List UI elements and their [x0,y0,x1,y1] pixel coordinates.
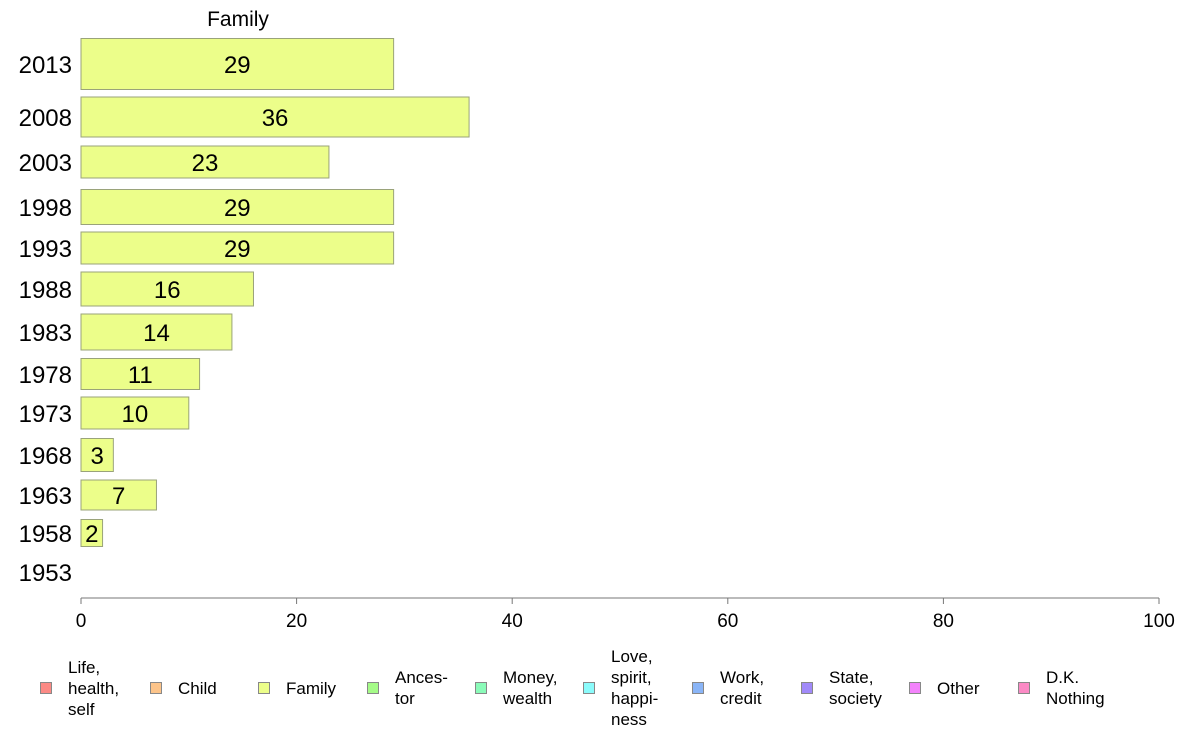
x-tick-label: 0 [76,611,87,632]
category-label: 1953 [19,560,72,587]
legend-item: Family [258,640,336,736]
category-label: 2013 [19,52,72,79]
legend-item: Ances- tor [367,640,448,736]
data-label: 16 [154,277,181,304]
bar [80,189,395,225]
legend-label: Work, credit [720,668,765,708]
legend-label: Family [286,678,337,698]
data-label: 2 [85,521,98,548]
legend-swatch [801,682,813,694]
bar [80,271,254,307]
legend-item: Work, credit [692,640,764,736]
legend-swatch [40,682,52,694]
x-tick-label: 20 [286,611,307,632]
category-label: 2008 [19,105,72,132]
bar [80,519,104,547]
legend: Life, health, self Child Family Ances- tor M… [0,640,1188,736]
legend-label: Money, wealth [503,668,558,708]
data-label: 29 [224,236,251,263]
legend-swatch [258,682,270,694]
bar [80,479,157,511]
x-tick-label: 60 [717,611,738,632]
bar [80,358,201,390]
legend-item: D.K. Nothing [1018,640,1105,736]
legend-swatch [150,682,162,694]
data-label: 29 [224,52,251,79]
data-label: 7 [112,483,125,510]
bar [80,313,233,351]
category-label: 1993 [19,236,72,263]
category-label: 1958 [19,521,72,548]
legend-item: Life, health, self [40,640,119,736]
category-label: 1988 [19,277,72,304]
x-tick-label: 80 [933,611,954,632]
legend-label: Child [178,678,217,698]
data-label: 29 [224,195,251,222]
data-label: 3 [90,443,103,470]
legend-item: Other [909,640,980,736]
legend-swatch [367,682,379,694]
data-label: 10 [122,401,149,428]
legend-item: Money, wealth [475,640,558,736]
bar [80,145,330,179]
category-label: 1968 [19,443,72,470]
data-label: 14 [143,320,170,347]
legend-label: Other [937,678,980,698]
legend-swatch [909,682,921,694]
x-tick-label: 40 [502,611,523,632]
category-label: 1998 [19,195,72,222]
legend-item: State, society [801,640,882,736]
x-tick-label: 100 [1143,611,1175,632]
legend-swatch [475,682,487,694]
legend-swatch [692,682,704,694]
legend-item: Child [150,640,217,736]
legend-swatch [583,682,595,694]
legend-label: Life, health, self [68,657,120,719]
data-label: 11 [128,362,153,389]
legend-item: Love, spirit, happi- ness [583,640,658,736]
bar [80,231,395,265]
legend-swatch [1018,682,1030,694]
category-label: 1983 [19,320,72,347]
category-label: 1973 [19,401,72,428]
bar [80,396,190,430]
legend-label: Love, spirit, happi- ness [611,647,659,729]
data-label: 23 [192,150,219,177]
bar [80,96,470,138]
chart-title: Family [207,8,269,31]
bar [80,438,114,472]
legend-label: D.K. Nothing [1046,668,1105,708]
data-label: 36 [262,105,289,132]
category-label: 1963 [19,483,72,510]
category-label: 2003 [19,150,72,177]
legend-label: State, society [829,668,882,708]
bar [80,38,395,90]
category-label: 1978 [19,362,72,389]
legend-label: Ances- tor [395,668,448,708]
